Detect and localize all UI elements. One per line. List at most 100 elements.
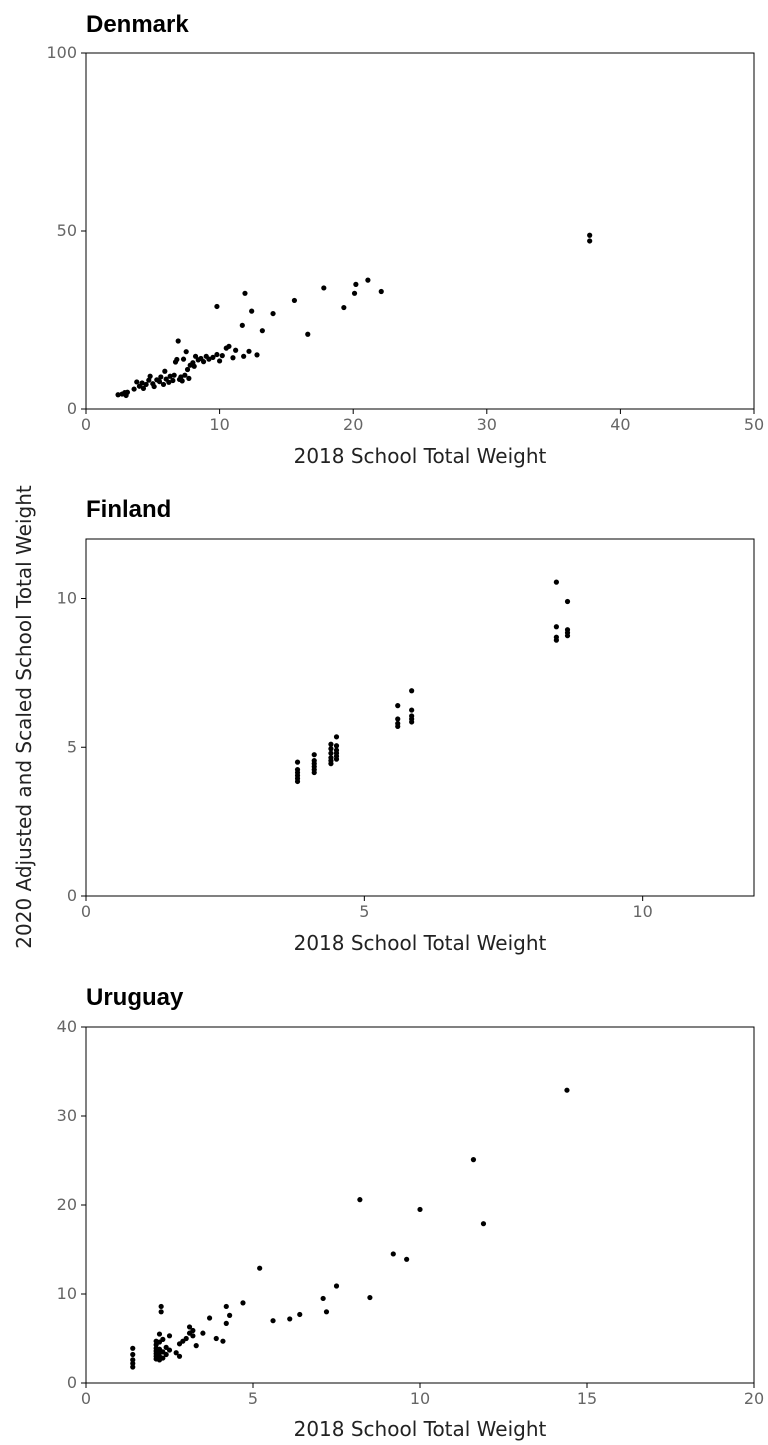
data-point — [365, 277, 371, 283]
data-point — [158, 374, 164, 380]
y-axis-label: 2020 Adjusted and Scaled School Total We… — [12, 485, 36, 949]
data-point — [378, 288, 384, 295]
data-point — [409, 713, 415, 719]
data-point — [166, 1333, 173, 1339]
data-point — [139, 380, 145, 386]
data-point — [175, 338, 181, 344]
panel-title: Finland — [86, 496, 171, 523]
data-point — [341, 304, 347, 311]
data-point — [223, 1303, 229, 1310]
data-point — [353, 281, 359, 287]
data-point — [470, 1157, 477, 1163]
data-point — [214, 303, 220, 310]
data-point — [182, 372, 188, 378]
data-point — [328, 755, 334, 761]
data-point — [297, 1311, 303, 1318]
data-point — [130, 1345, 136, 1351]
data-point — [240, 1300, 246, 1306]
x-tick-label: 30 — [477, 415, 497, 434]
data-point — [162, 368, 168, 374]
x-axis-label: 2018 School Total Weight — [294, 931, 547, 955]
chart-panel-denmark: Denmark 0 10 20 30 40 50 0 50 100 2018 School To… — [46, 11, 764, 468]
x-tick-label: 15 — [577, 1389, 597, 1408]
data-point — [163, 1351, 169, 1358]
data-point — [270, 1318, 276, 1324]
y-tick-label: 10 — [57, 589, 77, 608]
data-point — [320, 1295, 326, 1302]
x-tick-label: 20 — [744, 1389, 764, 1408]
plot-frame — [85, 52, 755, 410]
data-point — [417, 1206, 423, 1213]
data-point — [230, 355, 236, 361]
y-tick-label: 0 — [67, 886, 77, 905]
data-point — [160, 1336, 166, 1342]
x-tick-label: 50 — [744, 415, 764, 434]
data-point — [174, 356, 180, 363]
x-tick-label: 0 — [81, 902, 91, 921]
data-point — [564, 627, 571, 633]
data-point — [173, 1350, 179, 1356]
data-point — [233, 347, 239, 353]
x-tick-label: 5 — [359, 902, 369, 921]
data-point — [294, 759, 301, 765]
y-tick-label: 30 — [57, 1106, 77, 1125]
data-point — [351, 290, 358, 296]
data-point — [480, 1221, 487, 1227]
x-tick-label: 5 — [248, 1389, 258, 1408]
data-point — [200, 359, 207, 365]
data-point — [176, 1353, 183, 1359]
x-tick-label: 10 — [632, 902, 652, 921]
data-point — [257, 1265, 263, 1271]
data-point — [158, 1303, 164, 1310]
data-point — [193, 1343, 199, 1349]
axis-ticks: 0 5 10 0 5 10 — [57, 589, 653, 922]
data-point — [115, 392, 121, 398]
data-point — [287, 1316, 293, 1322]
data-point — [328, 741, 334, 747]
chart-panel-uruguay: Uruguay 0 5 10 15 20 0 10 20 30 40 2018 School To… — [57, 984, 765, 1441]
y-tick-label: 0 — [67, 399, 77, 418]
x-axis-label: 2018 School Total Weight — [294, 1417, 547, 1441]
x-tick-label: 0 — [81, 1389, 91, 1408]
data-point — [217, 358, 223, 364]
y-tick-label: 5 — [67, 737, 77, 756]
data-point — [259, 328, 265, 334]
x-tick-label: 10 — [410, 1389, 430, 1408]
data-point — [180, 356, 187, 362]
x-tick-label: 10 — [209, 415, 229, 434]
x-axis-label: 2018 School Total Weight — [294, 444, 547, 468]
data-point — [357, 1197, 363, 1203]
data-point — [167, 373, 173, 379]
data-point — [246, 348, 252, 354]
data-point — [291, 297, 298, 304]
x-tick-label: 20 — [343, 415, 363, 434]
data-point — [130, 1357, 136, 1363]
data-point — [160, 1355, 166, 1361]
data-point — [160, 381, 167, 388]
data-point — [170, 377, 176, 384]
data-point — [166, 1347, 173, 1353]
data-point — [134, 379, 140, 385]
data-point — [409, 707, 415, 713]
data-point — [242, 290, 248, 296]
data-point — [333, 743, 340, 749]
data-point — [404, 1256, 410, 1262]
data-point — [367, 1294, 373, 1301]
data-point — [395, 703, 401, 709]
data-point — [192, 353, 199, 359]
data-point — [186, 1324, 193, 1330]
data-point — [249, 308, 255, 314]
data-point — [143, 381, 149, 388]
data-point — [227, 1312, 233, 1318]
data-point — [587, 232, 593, 238]
panel-title: Uruguay — [86, 984, 184, 1011]
data-point — [220, 1338, 226, 1344]
data-points — [130, 1087, 570, 1370]
panel-title: Denmark — [86, 11, 189, 38]
data-point — [564, 1087, 570, 1093]
data-point — [239, 322, 245, 328]
data-point — [321, 285, 327, 291]
data-point — [151, 383, 157, 390]
data-point — [305, 331, 311, 337]
data-point — [553, 634, 559, 640]
